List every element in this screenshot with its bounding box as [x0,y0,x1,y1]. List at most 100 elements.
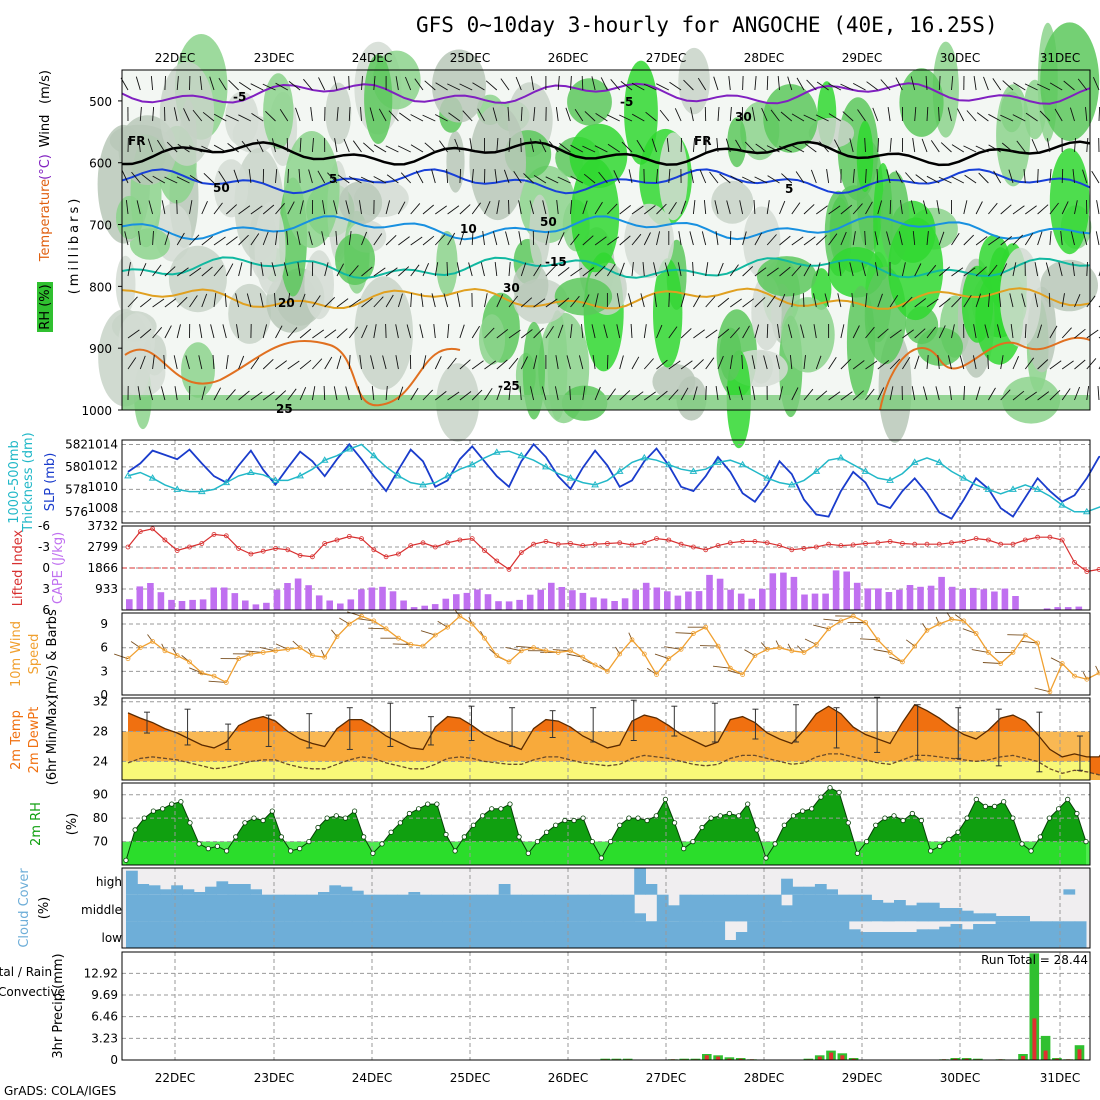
cloud-cell-middle [622,894,635,922]
wind-barb [1012,390,1025,401]
wind-barb [975,236,988,246]
rh-marker [269,808,275,814]
precip-tick: 9.69 [91,988,118,1002]
cape-bar [1075,606,1083,610]
rh-marker [224,848,230,854]
wind-barb [1000,355,1004,370]
wind-barb [628,169,633,184]
thickness-marker [173,485,182,492]
wind-barb [1061,360,1074,370]
cape-bar [959,589,966,610]
rh-shade-cell [781,297,835,373]
rh-marker [772,841,778,847]
wind-barb [121,170,129,184]
wind-barb [410,292,413,308]
wind-barb [877,387,885,401]
wind-speed-marker [703,624,709,630]
cape-bar [1054,607,1061,610]
wind-barb [779,235,791,246]
wind-barb [163,354,166,370]
precip-convective-bar [727,1058,732,1060]
wind-barb [333,76,338,91]
wind-barb [424,142,436,153]
wind-barb [1000,389,1011,401]
wind-speed-marker [285,646,291,652]
cloud-cell-low [724,940,737,948]
rh-band [122,841,1090,865]
wind-barb [1074,359,1086,370]
lifted-index-marker [912,541,918,547]
wind-barb [251,113,264,122]
cloud-cell-middle [724,894,737,922]
wind-barb [520,262,527,277]
cloud-level-low: low [102,931,123,945]
wind-barb [594,386,601,401]
wind-speed-marker [801,650,807,655]
wind-barb [399,112,411,122]
rh-marker [452,848,458,854]
wind-barb [349,298,361,308]
cape-bar [991,591,998,610]
wind-speed-marker [887,650,893,655]
wind-barb [876,168,879,184]
wind-barb [520,137,522,153]
lifted-index-marker [580,543,586,548]
cape-bar [263,602,270,610]
cape-bar [1064,607,1072,610]
cape-bar [400,600,407,610]
wind-barb [940,142,952,153]
cloud-cell-high [792,886,805,895]
wind-barb [895,77,903,91]
lifted-index-marker [973,536,979,541]
wind-barb-10m [172,648,178,656]
precip-legend-convective: Convective [0,985,65,999]
lifted-index-marker [1084,569,1090,574]
wind-speed-marker [199,670,205,676]
wind-speed-marker [998,661,1004,666]
wind-barb [828,357,837,370]
wind-barb [1049,360,1062,370]
rh-shade-cell [678,47,710,115]
wind-barb [275,390,287,401]
wind-barb [816,390,828,401]
cape-bar [927,585,935,610]
wind-barb [262,204,275,215]
rh-marker [415,806,422,812]
wind-barb [619,355,624,370]
wind-barb [887,107,891,122]
upper-air-tick: 800 [89,280,112,294]
rh-marker [297,845,303,852]
wind-barb [507,106,510,122]
wind-barb [287,168,289,184]
wind-barb [1008,169,1014,184]
precip-total-bar [1029,953,1040,1060]
cape-bar [379,586,386,610]
wind-barb [616,324,621,339]
wind-barb [1061,388,1071,401]
temp-line [127,703,1100,758]
wind-barb [840,83,854,91]
thickness-marker [984,485,993,492]
wind-barb [447,323,450,339]
dewpoint-axis-label: 2m DewPt [27,707,42,774]
cloud-cell-low [487,921,500,948]
lifted-index-marker [924,541,930,547]
wind-barb [592,355,596,370]
rh-shade-cell [554,277,613,316]
rh-marker [671,820,678,826]
wind-barb [1082,169,1088,184]
cloud-unit-label: (%) [37,897,52,920]
thickness-marker [591,480,599,488]
thickness-tick: 576 [65,505,88,519]
wind-barb [683,79,694,91]
wind-barb [795,171,805,184]
wind-barb [447,83,461,91]
cloud-cell-low [566,921,579,948]
wind-barb [963,200,968,215]
wind-barb [422,355,427,370]
wind-barb [889,295,899,308]
wind-barb [963,294,972,308]
rh-marker [479,813,486,819]
wind-barb [1086,137,1089,153]
wind-barb [865,326,875,339]
